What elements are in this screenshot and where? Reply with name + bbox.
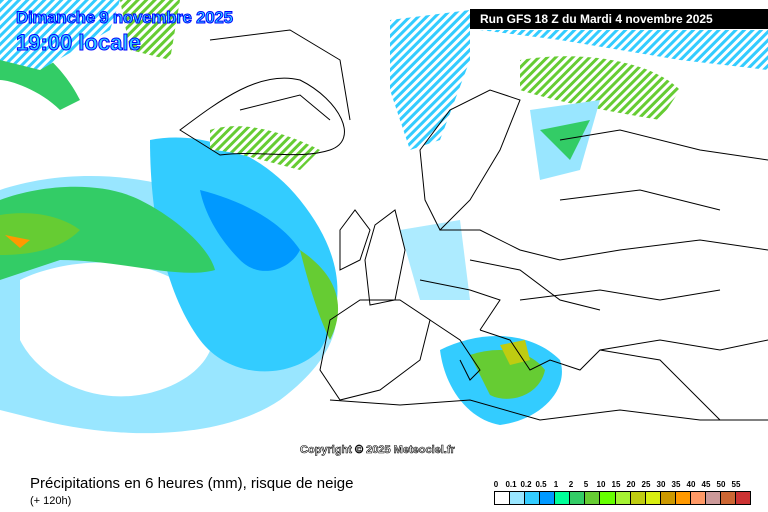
legend-label: 45: [701, 480, 711, 489]
legend-swatch: [510, 492, 526, 504]
legend-swatch: [690, 492, 706, 504]
legend-label: 10: [596, 480, 606, 489]
legend-swatch: [705, 492, 721, 504]
forecast-offset: (+ 120h): [30, 495, 72, 507]
forecast-date: Dimanche 9 novembre 2025: [16, 8, 234, 28]
legend-label: 1: [553, 480, 559, 489]
legend-label: 20: [626, 480, 636, 489]
legend-label: 5: [583, 480, 589, 489]
legend-swatch: [600, 492, 616, 504]
legend-swatch: [585, 492, 601, 504]
legend-label: 50: [716, 480, 726, 489]
legend-label: 30: [656, 480, 666, 489]
legend-swatch: [495, 492, 511, 504]
legend-swatch: [555, 492, 571, 504]
legend-swatch: [675, 492, 691, 504]
legend-label: 40: [686, 480, 696, 489]
precipitation-map: [0, 0, 768, 434]
legend-label: 0.1: [505, 480, 517, 489]
legend-labels: 0 0.1 0.2 0.5 1 2 5 10 15 20 25 30 35 40 45 50 55: [494, 480, 764, 490]
legend-swatch: [720, 492, 736, 504]
legend-swatch: [540, 492, 556, 504]
forecast-time: 19:00 locale: [16, 30, 142, 56]
precip-fields: [0, 0, 768, 434]
legend-label: 15: [611, 480, 621, 489]
legend-label: 0: [493, 480, 499, 489]
legend-bar: [494, 491, 751, 505]
color-legend: 0 0.1 0.2 0.5 1 2 5 10 15 20 25 30 35 40 45 50 55: [494, 480, 764, 505]
legend-label: 25: [641, 480, 651, 489]
legend-swatch: [660, 492, 676, 504]
copyright: Copyright © 2025 Meteociel.fr: [300, 444, 455, 457]
map-title: Précipitations en 6 heures (mm), risque …: [30, 475, 354, 492]
legend-swatch: [630, 492, 646, 504]
legend-swatch: [570, 492, 586, 504]
legend-swatch: [645, 492, 661, 504]
legend-swatch: [615, 492, 631, 504]
run-info: Run GFS 18 Z du Mardi 4 novembre 2025: [470, 9, 768, 29]
country-borders: [179, 29, 768, 421]
legend-label: 55: [731, 480, 741, 489]
legend-label: 35: [671, 480, 681, 489]
legend-label: 0.2: [520, 480, 532, 489]
legend-label: 2: [568, 480, 574, 489]
legend-swatch: [525, 492, 541, 504]
legend-label: 0.5: [535, 480, 547, 489]
legend-swatch: [736, 492, 751, 504]
